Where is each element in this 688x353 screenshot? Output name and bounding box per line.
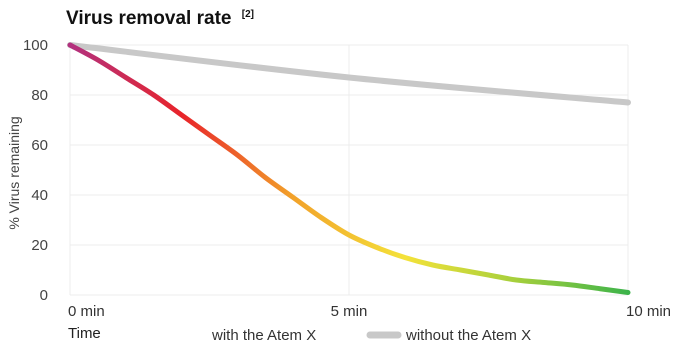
chart-title-text: Virus removal rate (66, 8, 231, 29)
y-tick-label: 0 (40, 287, 48, 304)
grid (69, 44, 629, 296)
y-tick-label: 20 (31, 237, 48, 254)
legend: with the Atem X without the Atem X (184, 327, 531, 344)
series-layer (67, 42, 631, 295)
y-tick-label: 60 (31, 137, 48, 154)
chart-title: Virus removal rate [2] (66, 8, 254, 29)
x-tick-labels: 0 min 5 min 10 min (68, 303, 671, 320)
series-line-with-atem (67, 42, 631, 295)
x-tick-label: 0 min (68, 303, 105, 320)
x-tick-label: 5 min (331, 303, 368, 320)
legend-label-atem: with the Atem X (211, 327, 316, 344)
series-line-without-atem (67, 42, 631, 106)
x-tick-label: 10 min (626, 303, 671, 320)
y-axis-label: % Virus remaining (6, 116, 22, 229)
y-tick-label: 100 (23, 37, 48, 54)
x-axis-label: Time (68, 325, 101, 342)
y-tick-label: 40 (31, 187, 48, 204)
legend-label-without: without the Atem X (405, 327, 531, 344)
y-tick-label: 80 (31, 87, 48, 104)
y-tick-labels: 0 20 40 60 80 100 (23, 37, 48, 304)
chart-title-ref: [2] (242, 9, 254, 20)
